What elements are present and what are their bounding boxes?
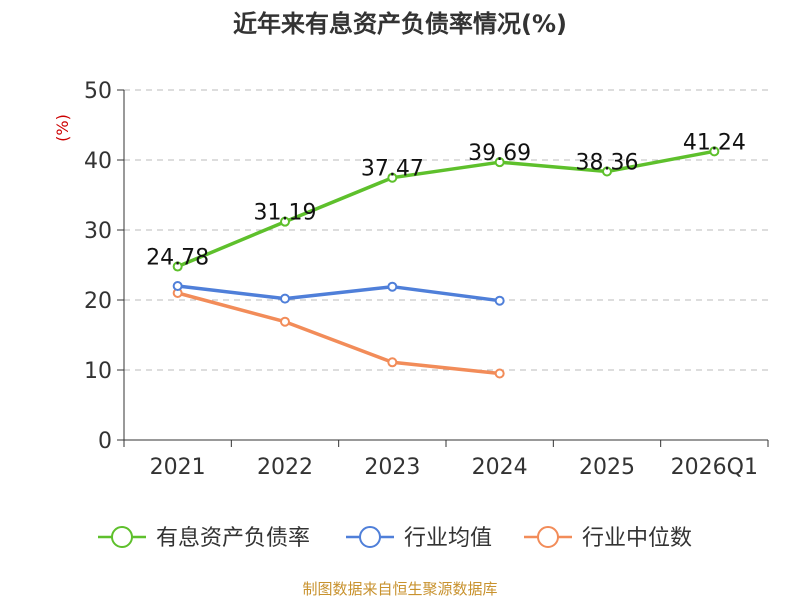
legend-item[interactable]: 行业均值 xyxy=(346,526,492,551)
y-tick-label: 0 xyxy=(98,429,112,454)
data-point xyxy=(494,295,505,306)
y-tick-label: 10 xyxy=(84,359,112,384)
legend-label: 行业均值 xyxy=(404,526,492,551)
x-tick-label: 2022 xyxy=(257,455,313,480)
data-label: 24.78 xyxy=(146,246,209,271)
data-label: 39.69 xyxy=(468,141,531,166)
data-label: 38.36 xyxy=(576,150,639,175)
x-tick-label: 2024 xyxy=(472,455,528,480)
data-point xyxy=(387,357,398,368)
data-label: 41.24 xyxy=(683,130,746,155)
data-point xyxy=(172,281,183,291)
grid-layer xyxy=(124,89,768,371)
x-tick-label: 2026Q1 xyxy=(671,455,758,480)
data-label: 37.47 xyxy=(361,157,424,182)
legend-label: 有息资产负债率 xyxy=(156,526,310,551)
label-layer: 24.78 31.19 37.47 39.69 38.36 41.24 xyxy=(146,130,746,270)
legend-item[interactable]: 有息资产负债率 xyxy=(98,526,310,551)
data-point xyxy=(280,293,290,304)
legend-marker-icon xyxy=(111,526,133,548)
legend-marker-icon xyxy=(537,526,559,548)
y-tick-label: 50 xyxy=(84,79,112,104)
source-note: 制图数据来自恒生聚源数据库 xyxy=(302,580,498,598)
legend-item[interactable]: 行业中位数 xyxy=(524,526,692,551)
legend[interactable]: 有息资产负债率 行业均值 行业中位数 xyxy=(98,526,692,551)
data-point xyxy=(709,146,720,157)
data-point xyxy=(280,316,290,327)
y-axis-unit: (%) xyxy=(53,114,72,142)
legend-label: 行业中位数 xyxy=(582,526,692,551)
series-line xyxy=(177,149,715,269)
data-point xyxy=(494,368,505,379)
data-point xyxy=(602,166,612,177)
series-line xyxy=(177,284,500,303)
series-layer xyxy=(172,146,720,379)
data-label: 31.19 xyxy=(254,201,317,226)
x-tick-label: 2021 xyxy=(150,455,206,480)
y-tick-label: 20 xyxy=(84,289,112,314)
data-point xyxy=(387,281,398,292)
legend-marker-icon xyxy=(359,526,381,548)
data-point xyxy=(280,216,290,227)
series-line xyxy=(177,291,500,376)
y-tick-label: 30 xyxy=(84,219,112,244)
axis-layer: 0 10 20 30 40 50 (%) 2021 2022 2023 2024 2025 2026Q1 xyxy=(53,79,769,480)
data-point xyxy=(494,157,505,168)
data-point xyxy=(172,261,183,272)
data-point xyxy=(387,172,398,183)
chart-title: 近年来有息资产负债率情况(%) xyxy=(233,10,567,38)
x-tick-label: 2025 xyxy=(579,455,635,480)
y-tick-label: 40 xyxy=(84,149,112,174)
x-tick-label: 2023 xyxy=(364,455,420,480)
